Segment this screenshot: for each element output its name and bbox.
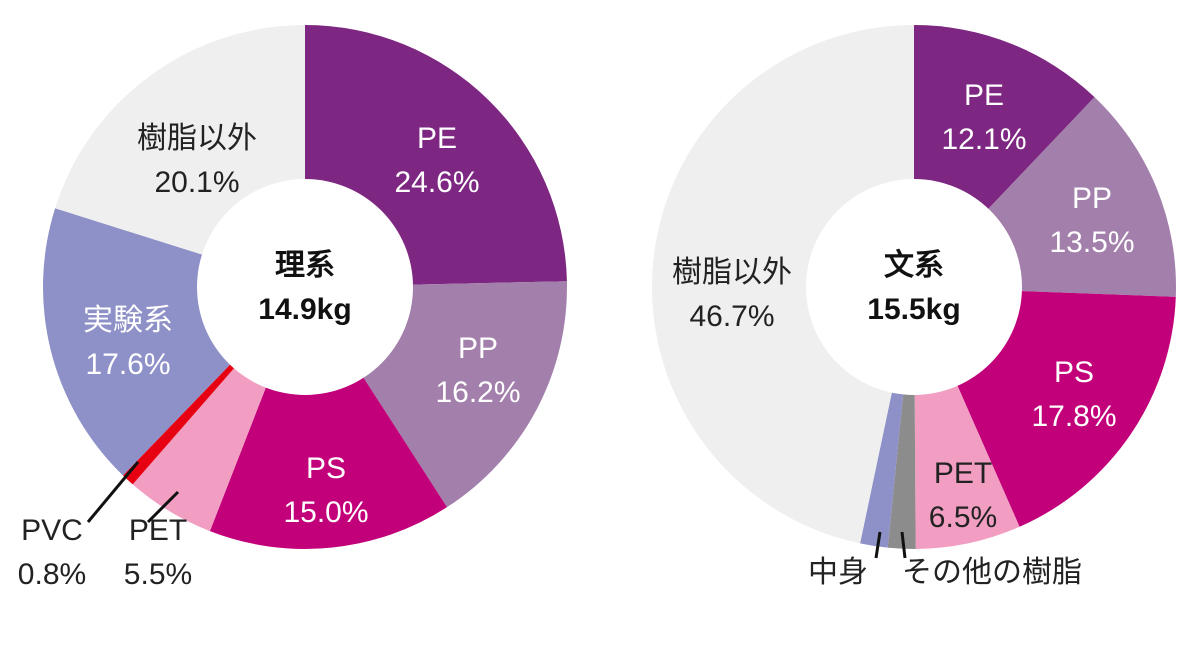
leader-line-science-pvc [86,461,140,523]
value-science-non-resin: 20.1% [154,166,239,199]
slice-humanities-non-resin [651,25,914,544]
label-humanities-pe: PE [964,79,1004,112]
leader-line-humanities-contents [874,531,882,559]
donut-hole-science [197,179,413,395]
label-science-pp: PP [458,332,498,365]
donut-hole-humanities [806,179,1022,395]
center-total-humanities: 15.5kg [867,293,960,326]
value-science-lab: 17.6% [85,348,170,381]
leader-line-humanities-other-resin [900,531,907,559]
slice-science-ps [209,287,448,549]
center-total-science: 14.9kg [258,293,351,326]
donut-chart-science: 理系 14.9kg PE 24.6% PP 16.2% PS 15.0% PET 5.5% PVC 0… [18,25,568,591]
label-science-non-resin: 樹脂以外 [137,122,257,155]
leader-line-science-pet [146,490,180,524]
value-science-pe: 24.6% [394,166,479,199]
donut-chart-humanities: 文系 15.5kg PE 12.1% PP 13.5% PS 17.8% PET 6.5% その他の… [651,25,1176,589]
label-science-pet: PET [129,514,187,547]
value-humanities-ps: 17.8% [1031,400,1116,433]
label-humanities-ps: PS [1054,356,1094,389]
value-science-ps: 15.0% [283,496,368,529]
value-humanities-pe: 12.1% [941,123,1026,156]
label-humanities-pp: PP [1072,182,1112,215]
label-science-pvc: PVC [21,514,83,547]
value-science-pet: 5.5% [124,558,192,591]
label-science-ps: PS [306,452,346,485]
value-humanities-pp: 13.5% [1049,226,1134,259]
value-humanities-non-resin: 46.7% [689,300,774,333]
center-title-humanities: 文系 [884,248,944,282]
value-science-pp: 16.2% [435,376,520,409]
label-humanities-non-resin: 樹脂以外 [672,256,792,289]
center-title-science: 理系 [275,249,335,282]
label-humanities-contents: 中身 [808,556,868,589]
label-science-lab: 実験系 [83,304,173,337]
value-humanities-pet: 6.5% [929,501,997,534]
label-humanities-pet: PET [934,457,992,490]
value-science-pvc: 0.8% [18,558,86,591]
label-science-pe: PE [417,122,457,155]
label-humanities-other-resin: その他の樹脂 [902,556,1082,589]
